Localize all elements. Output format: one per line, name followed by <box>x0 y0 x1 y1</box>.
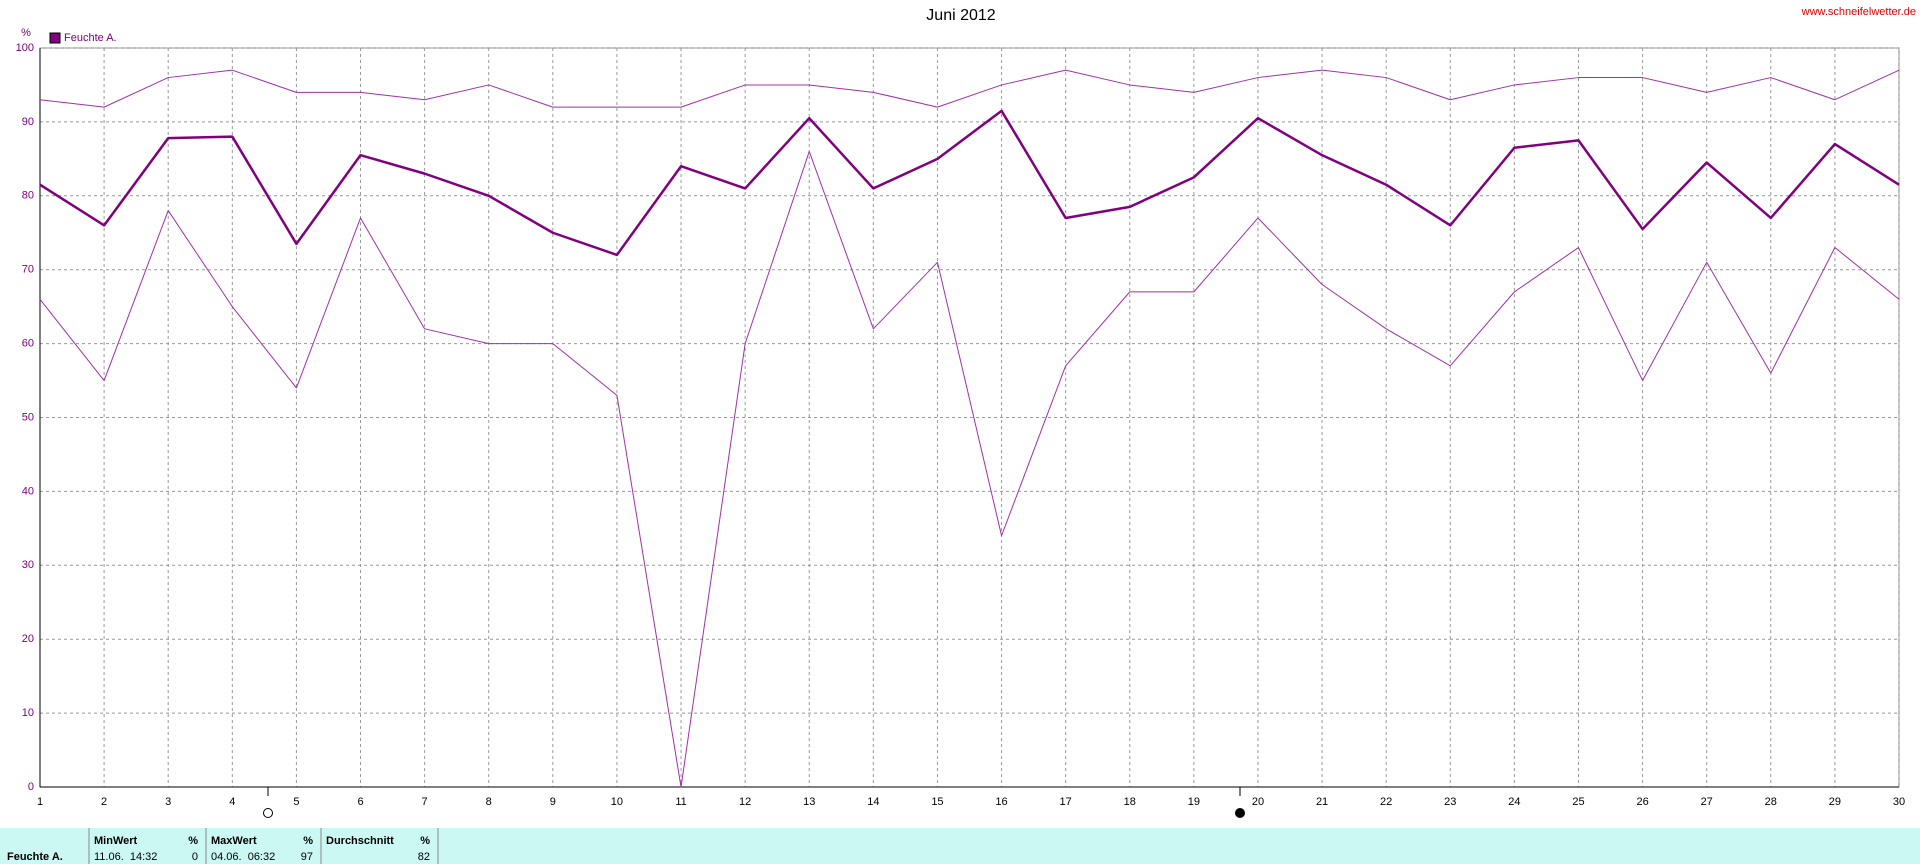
new-moon <box>1235 808 1245 818</box>
column-unit: % <box>420 835 430 847</box>
y-tick-label: 50 <box>22 411 34 423</box>
x-tick-label: 5 <box>293 796 299 808</box>
x-tick-label: 12 <box>739 796 751 808</box>
y-tick-label: 70 <box>22 264 34 276</box>
y-tick-label: 0 <box>28 781 34 793</box>
x-tick-label: 27 <box>1701 796 1713 808</box>
x-tick-label: 18 <box>1124 796 1136 808</box>
x-tick-label: 11 <box>675 796 686 808</box>
column-time: 11.06. 14:32 <box>94 851 157 863</box>
x-tick-label: 17 <box>1060 796 1072 808</box>
column-unit: % <box>188 835 198 847</box>
x-tick-label: 14 <box>867 796 879 808</box>
row-label: Feuchte A. <box>7 851 63 863</box>
x-tick-label: 16 <box>995 796 1007 808</box>
x-tick-label: 19 <box>1188 796 1200 808</box>
y-tick-label: 40 <box>22 485 34 497</box>
y-tick-label: 90 <box>22 116 34 128</box>
y-tick-label: 80 <box>22 190 34 202</box>
x-tick-label: 6 <box>357 796 363 808</box>
x-tick-label: 22 <box>1380 796 1392 808</box>
x-tick-label: 13 <box>803 796 815 808</box>
y-tick-label: 30 <box>22 559 34 571</box>
x-tick-label: 24 <box>1508 796 1520 808</box>
x-tick-label: 30 <box>1893 796 1905 808</box>
y-tick-label: 100 <box>16 42 34 54</box>
column-value: 0 <box>192 851 198 863</box>
x-tick-label: 28 <box>1765 796 1777 808</box>
stats-band <box>0 828 1920 864</box>
x-tick-label: 23 <box>1444 796 1456 808</box>
x-tick-label: 10 <box>611 796 623 808</box>
column-header: Durchschnitt <box>326 835 394 847</box>
x-tick-label: 29 <box>1829 796 1841 808</box>
x-tick-label: 9 <box>550 796 556 808</box>
source: www.schneifelwetter.de <box>1801 6 1916 18</box>
column-unit: % <box>303 835 313 847</box>
x-tick-label: 8 <box>486 796 492 808</box>
x-tick-label: 15 <box>931 796 943 808</box>
legend-label: Feuchte A. <box>64 32 117 44</box>
x-tick-label: 25 <box>1572 796 1584 808</box>
x-tick-label: 3 <box>165 796 171 808</box>
chart-title: Juni 2012 <box>926 7 995 24</box>
full-moon <box>263 808 273 818</box>
y-tick-label: 10 <box>22 707 34 719</box>
column-header: MaxWert <box>211 835 257 847</box>
x-tick-label: 21 <box>1316 796 1328 808</box>
column-time: 04.06. 06:32 <box>211 851 275 863</box>
data-line <box>39 109 1900 257</box>
x-tick-label: 4 <box>229 796 235 808</box>
y-tick-label: 20 <box>22 633 34 645</box>
x-tick-label: 7 <box>422 796 428 808</box>
x-tick-label: 20 <box>1252 796 1264 808</box>
x-tick-label: 2 <box>101 796 107 808</box>
legend-swatch <box>49 32 61 44</box>
data-line <box>39 150 1900 788</box>
data-line <box>39 69 1900 108</box>
x-tick-label: 26 <box>1636 796 1648 808</box>
y-tick-label: 60 <box>22 338 34 350</box>
column-value: 82 <box>418 851 430 863</box>
column-value: 97 <box>301 851 313 863</box>
stats-table: Feuchte A. MinWert % 11.06. 14:32 0 MaxWert % 0… <box>7 828 439 864</box>
x-tick-label: 1 <box>37 796 43 808</box>
y-axis-label: % <box>21 27 31 39</box>
column-header: MinWert <box>94 835 138 847</box>
